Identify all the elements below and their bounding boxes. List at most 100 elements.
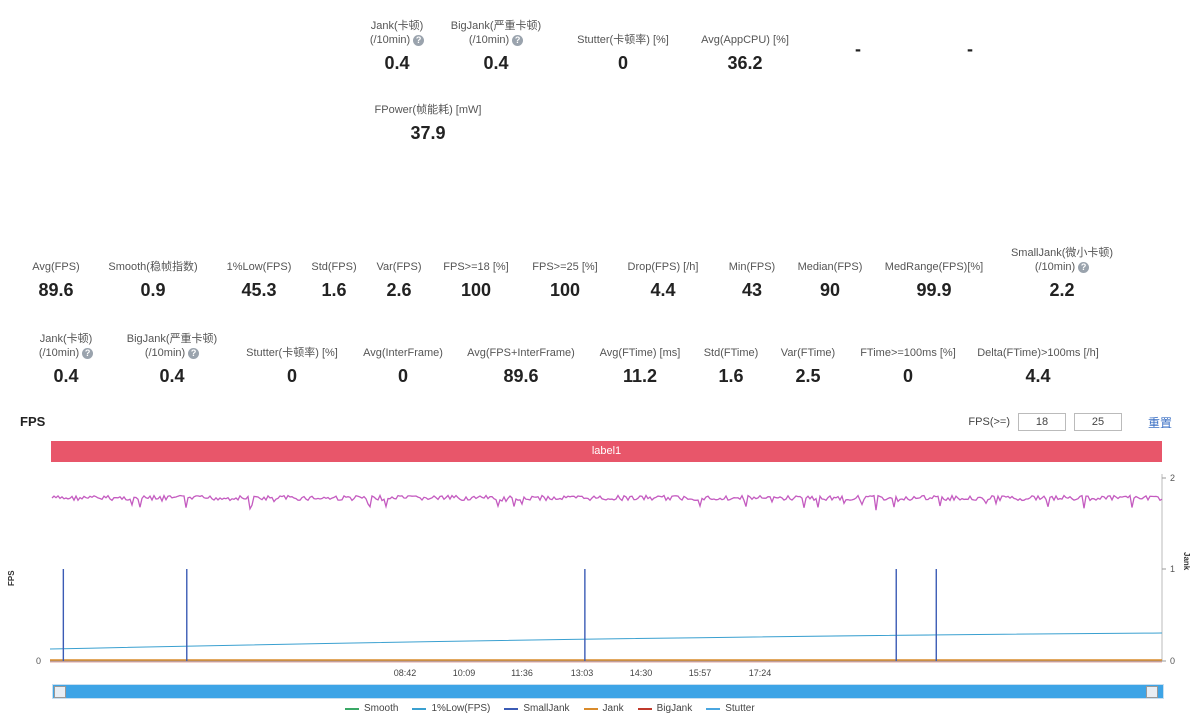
fps-threshold-input-1[interactable]	[1018, 413, 1066, 431]
chart-series	[49, 493, 1163, 663]
metric-row1-1: Smooth(稳帧指数) 0.9	[83, 260, 223, 301]
metric-row2-1: BigJank(严重卡顿) (/10min)? 0.4	[102, 332, 242, 387]
legend-swatch	[412, 707, 427, 710]
metric-label: Var(FPS)	[376, 261, 422, 273]
metric-value: 100	[549, 280, 581, 300]
metric-value: 45.3	[241, 280, 277, 300]
metric-label: Avg(AppCPU) [%]	[701, 34, 789, 46]
metric-value: 90	[819, 280, 841, 300]
metric-row2-8: FTime>=100ms [%] 0	[838, 346, 978, 387]
metric-unit: (/10min)	[369, 34, 411, 46]
metric-row1-10: MedRange(FPS)[%] 99.9	[864, 260, 1004, 301]
legend-swatch	[706, 707, 721, 710]
legend-swatch	[583, 707, 598, 710]
metric-value: 0.4	[483, 53, 509, 73]
help-icon[interactable]: ?	[512, 34, 524, 46]
legend-item-jank[interactable]: Jank	[583, 703, 624, 714]
fps-series-line	[51, 493, 1163, 511]
metric-row2-0: Jank(卡顿) (/10min)? 0.4	[0, 332, 136, 387]
metric-row1-2: 1%Low(FPS) 45.3	[189, 260, 329, 301]
help-icon[interactable]: ?	[413, 34, 425, 46]
metric-unit: (/10min)	[38, 347, 80, 359]
metric-row1-9: Median(FPS) 90	[760, 260, 900, 301]
metric-label: BigJank(严重卡顿)	[450, 20, 542, 32]
legend-item-smooth[interactable]: Smooth	[345, 703, 398, 714]
legend-item-smalljank[interactable]: SmallJank	[504, 703, 570, 714]
metric-sublabel: (/10min)?	[0, 346, 136, 360]
metric-sublabel: (/10min)?	[327, 33, 467, 47]
metric-label: Drop(FPS) [/h]	[627, 261, 699, 273]
y-left-axis-title: FPS	[7, 570, 16, 586]
metric-label: FTime>=100ms [%]	[860, 347, 956, 359]
metric-row1-8: Min(FPS) 43	[682, 260, 822, 301]
metric-value: 36.2	[727, 53, 763, 73]
zoom-handle-left[interactable]	[54, 686, 66, 698]
help-icon[interactable]: ?	[82, 347, 94, 359]
chart-axes	[50, 474, 1166, 662]
metric-label: Avg(InterFrame)	[363, 347, 443, 359]
x-tick-label: 11:36	[511, 668, 533, 678]
metric-label: Jank(卡顿)	[39, 333, 93, 345]
metric-value: 2.5	[795, 366, 821, 386]
metric-row1-3: Std(FPS) 1.6	[264, 260, 404, 301]
legend-item-1-low-fps-[interactable]: 1%Low(FPS)	[412, 703, 490, 714]
metric-label: Avg(FPS+InterFrame)	[467, 347, 575, 359]
chart-ticks: 0 1 2 0 FPS Jank 08:42 10:09 11:36 13:03 14:30 15:5…	[7, 473, 1191, 678]
metric-value: 2.6	[386, 280, 412, 300]
legend-swatch	[637, 707, 652, 710]
metric-top-2: Stutter(卡顿率) [%] 0	[553, 33, 693, 74]
legend-swatch	[345, 707, 359, 710]
metric-label: Min(FPS)	[728, 261, 776, 273]
x-tick-label: 14:30	[630, 668, 653, 678]
metric-label: Median(FPS)	[797, 261, 863, 273]
metric-top-4: -	[788, 33, 928, 60]
metric-value: 0	[902, 366, 913, 386]
x-tick-label: 15:57	[689, 668, 712, 678]
metric-row1-5: FPS>=18 [%] 100	[406, 260, 546, 301]
zoom-handle-right[interactable]	[1146, 686, 1158, 698]
metric-value: 0.4	[159, 366, 185, 386]
legend-item-bigjank[interactable]: BigJank	[637, 703, 692, 714]
metric-value: 89.6	[503, 366, 539, 386]
metric-value: 0	[617, 53, 628, 73]
help-icon[interactable]: ?	[1078, 261, 1090, 273]
metric-row2-5: Avg(FTime) [ms] 11.2	[570, 346, 710, 387]
metric-unit: (/10min)	[144, 347, 186, 359]
metric-top-5: -	[900, 33, 1040, 60]
metric-label: SmallJank(微小卡顿)	[1010, 247, 1114, 259]
low1-series-line	[49, 632, 1163, 650]
x-tick-label: 08:42	[394, 668, 417, 678]
metric-label: Stutter(卡顿率) [%]	[577, 34, 669, 46]
metric-label: Std(FTime)	[703, 347, 759, 359]
metric-label: Delta(FTime)>100ms [/h]	[977, 347, 1099, 359]
y-right-tick-label: 0	[1170, 656, 1175, 666]
metric-sublabel: (/10min)?	[426, 33, 566, 47]
metric-label: MedRange(FPS)[%]	[884, 261, 984, 273]
metric-label: Var(FTime)	[780, 347, 836, 359]
reset-button[interactable]: 重置	[1147, 416, 1172, 430]
metric-row1-4: Var(FPS) 2.6	[329, 260, 469, 301]
fps-threshold-input-2[interactable]	[1074, 413, 1122, 431]
metric-value: 43	[741, 280, 763, 300]
fps-chart[interactable]: 0 1 2 0 FPS Jank 08:42 10:09 11:36 13:03 14:30 15:5…	[0, 466, 1200, 682]
metric-label: Avg(FPS)	[32, 261, 80, 273]
y-right-tick-label: 2	[1170, 473, 1175, 483]
legend-label: Jank	[602, 703, 624, 714]
metric-label: Stutter(卡顿率) [%]	[246, 347, 338, 359]
x-tick-label: 13:03	[571, 668, 594, 678]
metric-label: FPS>=25 [%]	[532, 261, 598, 273]
metric-row2-4: Avg(FPS+InterFrame) 89.6	[451, 346, 591, 387]
metric-row1-7: Drop(FPS) [/h] 4.4	[593, 260, 733, 301]
metric-value: 0.4	[53, 366, 79, 386]
label-band[interactable]: label1	[51, 441, 1162, 462]
metric-label: BigJank(严重卡顿)	[126, 333, 218, 345]
metric-value: 0	[397, 366, 408, 386]
help-icon[interactable]: ?	[188, 347, 200, 359]
metric-value: 89.6	[38, 280, 74, 300]
metric-value: 0.9	[140, 280, 166, 300]
metric-row2-9: Delta(FTime)>100ms [/h] 4.4	[968, 346, 1108, 387]
metric-row1-0: Avg(FPS) 89.6	[0, 260, 126, 301]
fps-section-title: FPS	[20, 414, 46, 429]
legend-item-stutter[interactable]: Stutter	[706, 703, 755, 714]
chart-zoom-scrollbar[interactable]	[52, 684, 1164, 699]
